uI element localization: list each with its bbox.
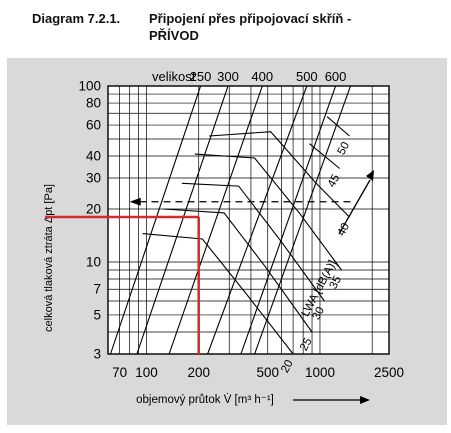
noise-line-45 xyxy=(309,143,341,169)
noise-label-50: 50 xyxy=(336,140,353,157)
y-tick-label: 5 xyxy=(93,307,101,322)
size-line-upper limit xyxy=(254,86,352,354)
noise-line-50 xyxy=(326,116,350,137)
x-tick-label: 200 xyxy=(187,365,210,380)
y-tick-label: 10 xyxy=(86,254,101,269)
y-tick-label: 20 xyxy=(86,202,101,217)
y-tick-label: 40 xyxy=(86,149,101,164)
size-label: 300 xyxy=(217,69,239,84)
y-tick-label: 7 xyxy=(93,282,101,297)
example-reading xyxy=(45,215,200,354)
x-tick-label: 500 xyxy=(256,365,279,380)
y-tick-label: 30 xyxy=(86,171,101,186)
noise-line-40 xyxy=(209,131,350,218)
noise-label-20: 20 xyxy=(279,358,296,375)
lwa-arrow-line xyxy=(338,179,371,235)
caption-line-2: PŘÍVOD xyxy=(32,27,442,44)
noise-line-25 xyxy=(163,208,313,333)
noise-line-20 xyxy=(142,233,294,354)
y-tick-label: 60 xyxy=(86,118,101,133)
noise-label-35: 35 xyxy=(328,274,345,291)
read-off-arrow-head xyxy=(129,197,141,206)
size-label: 600 xyxy=(325,69,347,84)
grid xyxy=(108,86,389,354)
y-tick-label: 80 xyxy=(86,96,101,111)
x-tick-label: 2500 xyxy=(374,365,404,380)
diagram-number: Diagram 7.2.1. xyxy=(32,11,121,26)
top-axis-label: velikost xyxy=(152,69,196,84)
noise-lines xyxy=(142,116,350,354)
lwa-arrow-head xyxy=(366,170,374,181)
x-tick-label: 1000 xyxy=(305,365,335,380)
diagram-title-line2: PŘÍVOD xyxy=(149,28,199,43)
size-label: 400 xyxy=(251,69,273,84)
size-line-300 xyxy=(136,86,229,354)
noise-label-45: 45 xyxy=(326,173,343,190)
axes: 70 100 200 500 1000 2500 objemový průtok V̇ [m… xyxy=(43,69,404,406)
noise-line-30 xyxy=(181,182,325,302)
y-axis-label: celková tlaková ztráta Δpt [Pa] xyxy=(43,184,55,332)
plot-frame xyxy=(107,85,390,355)
size-line-400 xyxy=(168,86,263,354)
caption-line-1: Diagram 7.2.1. Připojení přes připojovací… xyxy=(32,10,442,27)
noise-line-35 xyxy=(194,153,342,271)
noise-label-25: 25 xyxy=(298,336,315,353)
x-axis-label: objemový průtok V̇ [m³ h⁻¹] xyxy=(136,393,274,406)
x-axis-arrow-head xyxy=(360,396,370,404)
noise-label-30: 30 xyxy=(310,305,327,322)
diagram-caption: Diagram 7.2.1. Připojení přes připojovací… xyxy=(32,10,442,44)
x-tick-label: 70 xyxy=(112,365,127,380)
size-label: 250 xyxy=(190,69,212,84)
y-tick-label: 100 xyxy=(78,79,101,94)
plot-area xyxy=(108,86,389,354)
size-lines xyxy=(109,86,352,354)
diagram-title-line1: Připojení přes připojovací skříň - xyxy=(149,11,352,26)
size-line-250 xyxy=(109,86,202,354)
size-line-600 xyxy=(240,86,337,354)
x-tick-label: 100 xyxy=(135,365,158,380)
size-line-500 xyxy=(207,86,308,354)
size-label: 500 xyxy=(296,69,318,84)
y-tick-label: 3 xyxy=(93,347,101,362)
